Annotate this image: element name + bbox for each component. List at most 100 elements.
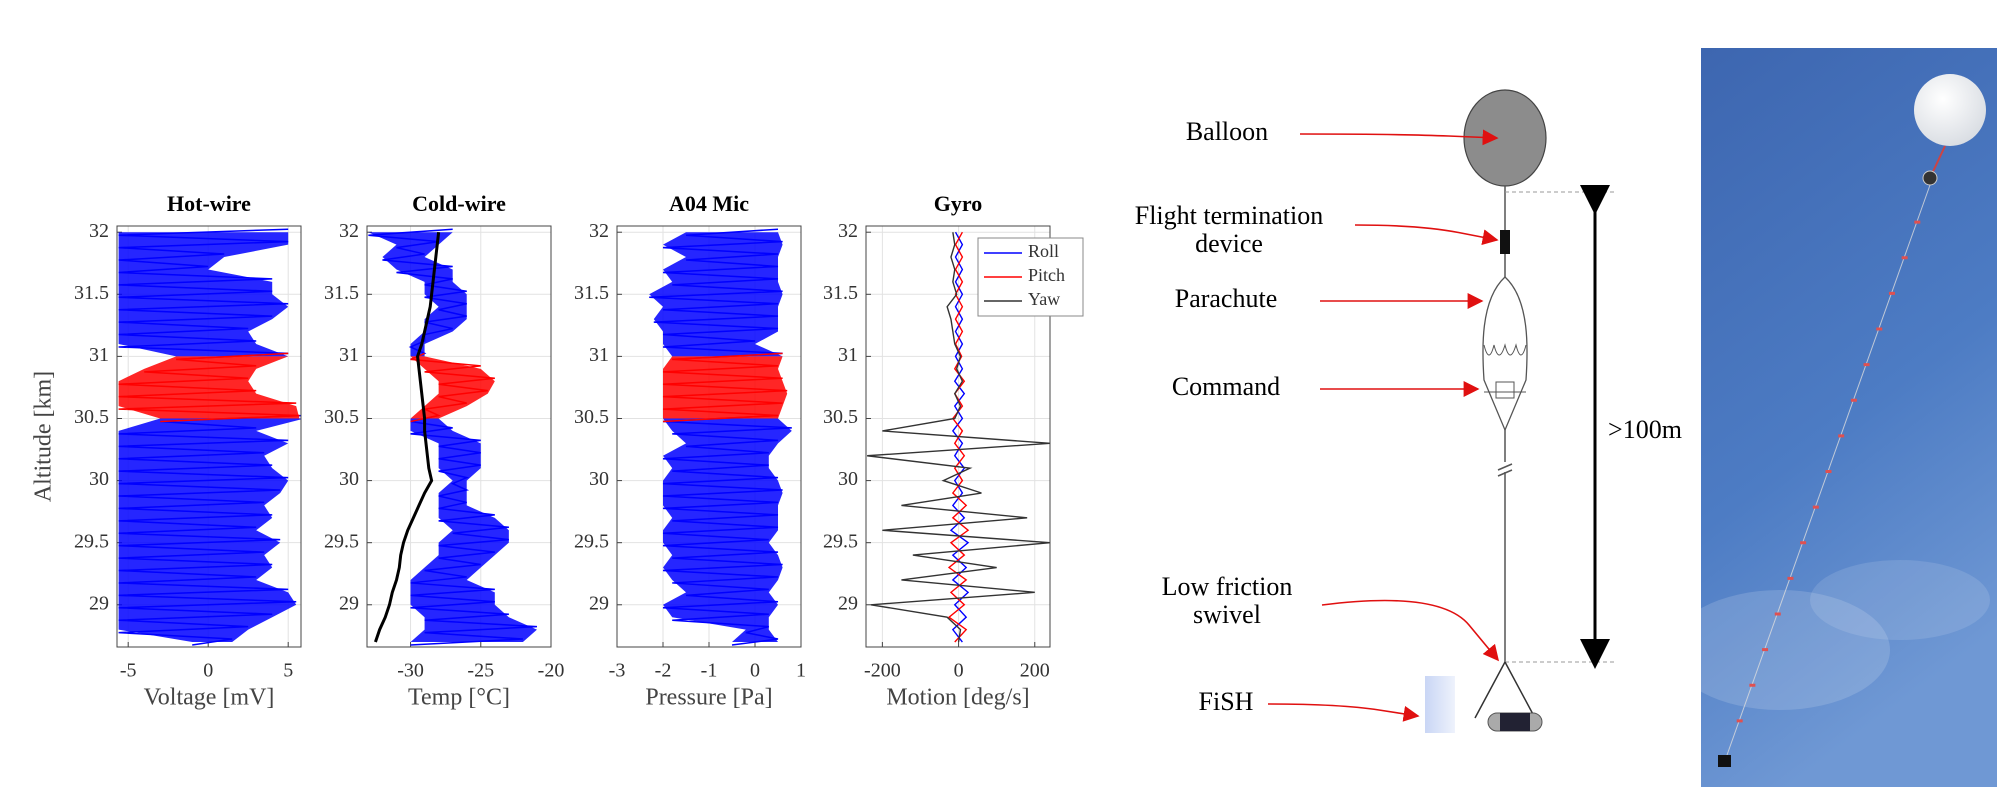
photo-flag <box>1749 683 1756 687</box>
x-tick-label: 0 <box>750 660 760 682</box>
parachute <box>1482 276 1528 432</box>
y-tick-label: 30.5 <box>74 406 109 428</box>
x-tick-label: -1 <box>701 660 718 682</box>
photo-flag <box>1736 719 1743 723</box>
diagram-label: device <box>1195 229 1263 258</box>
band <box>118 356 300 419</box>
band-trace <box>410 414 537 646</box>
band-trace <box>118 228 289 361</box>
band-trace <box>118 352 300 423</box>
bridle <box>1474 661 1536 719</box>
label-arrow <box>1299 129 1499 146</box>
break-mark <box>1497 463 1513 477</box>
photo-flag <box>1762 648 1769 652</box>
photo-flag <box>1825 470 1832 473</box>
marks <box>368 228 537 646</box>
x-tick-label: -2 <box>655 660 672 682</box>
photo-flags <box>1736 220 1921 723</box>
chart: 29 29.5 30 30.5 31 31.5 32 -30 -25 -20 Cold-wire Te… <box>324 191 564 710</box>
y-tick-label: 30 <box>589 468 609 490</box>
photo <box>1670 48 1997 787</box>
marks <box>867 231 1050 643</box>
cloud <box>1810 560 1990 640</box>
photo-flag <box>1838 434 1845 438</box>
y-tick-label: 32 <box>589 220 609 242</box>
y-tick-label: 31 <box>838 344 858 366</box>
x-axis-label: Voltage [mV] <box>144 685 275 711</box>
photo-payload <box>1718 755 1731 767</box>
marks <box>118 228 301 646</box>
y-tick-label: 31 <box>89 344 109 366</box>
plot-frame <box>616 225 802 648</box>
height-label: >100m <box>1608 415 1682 444</box>
y-tick-label: 29.5 <box>74 530 109 552</box>
label-arrow <box>1321 599 1500 662</box>
diagram <box>1425 89 1615 733</box>
band-trace <box>118 414 301 646</box>
command-box <box>1495 381 1515 399</box>
chart-title: A04 Mic <box>669 191 749 216</box>
line <box>867 232 1050 643</box>
chart-title: Hot-wire <box>167 191 251 216</box>
y-tick-label: 30.5 <box>574 406 609 428</box>
x-tick-label: 0 <box>203 660 213 682</box>
x-axis-label: Pressure [Pa] <box>645 685 772 711</box>
marks <box>649 228 792 646</box>
photo-flag <box>1876 327 1883 331</box>
legend-label: Roll <box>1028 241 1059 261</box>
y-tick-label: 29 <box>339 592 359 614</box>
band-trace <box>662 352 788 423</box>
band-trace <box>662 414 792 646</box>
legend-label: Pitch <box>1028 265 1065 285</box>
x-tick-label: 1 <box>796 660 806 682</box>
photo-flag <box>1888 291 1895 295</box>
x-axis-label: Temp [°C] <box>408 685 510 711</box>
chart: 29 29.5 30 30.5 31 31.5 32 -3 -2 -1 0 1 A04 Mic Press… <box>574 191 806 710</box>
legend-label: Yaw <box>1028 289 1060 309</box>
chart-title: Cold-wire <box>412 191 506 216</box>
x-tick-label: -3 <box>609 660 626 682</box>
photo-flag <box>1787 576 1794 580</box>
photo-flag <box>1901 256 1908 260</box>
chart: 29 29.5 30 30.5 31 31.5 32 -200 0 200 Gyro Motion [… <box>823 191 1084 711</box>
y-tick-label: 29.5 <box>823 530 858 552</box>
x-tick-label: -30 <box>397 660 424 682</box>
y-tick-label: 32 <box>339 220 359 242</box>
diagram-label: Balloon <box>1186 117 1268 146</box>
y-tick-label: 32 <box>89 220 109 242</box>
diagram-label: Parachute <box>1175 284 1278 313</box>
x-tick-label: -200 <box>864 660 901 682</box>
termination-device <box>1500 230 1510 254</box>
diagram-label: Low friction <box>1162 572 1293 601</box>
x-tick-label: 0 <box>954 660 964 682</box>
photo-flag <box>1812 505 1819 509</box>
y-tick-label: 31.5 <box>823 282 858 304</box>
x-tick-label: -5 <box>120 660 137 682</box>
chart-title: Gyro <box>934 191 982 216</box>
band <box>118 418 301 643</box>
plot-frame <box>865 225 1051 648</box>
y-tick-label: 30 <box>838 468 858 490</box>
photo-flag <box>1863 363 1870 367</box>
y-tick-label: 30.5 <box>823 406 858 428</box>
diagram-label: swivel <box>1193 600 1261 629</box>
y-tick-label: 31.5 <box>324 282 359 304</box>
y-tick-label: 29 <box>89 592 109 614</box>
band-trace <box>649 228 783 361</box>
band <box>368 232 467 357</box>
panel <box>1425 676 1455 733</box>
label-arrow <box>1354 224 1499 246</box>
photo-balloon <box>1914 74 1986 146</box>
y-tick-label: 31.5 <box>574 282 609 304</box>
y-tick-label: 31.5 <box>74 282 109 304</box>
photo-flag <box>1850 398 1857 402</box>
parachute-gores <box>1483 343 1527 356</box>
y-tick-label: 30.5 <box>324 406 359 428</box>
x-tick-label: -20 <box>538 660 565 682</box>
balloon <box>1463 89 1547 187</box>
photo-flag <box>1914 220 1921 224</box>
band-trace <box>410 352 495 423</box>
chart: 29 29.5 30 30.5 31 31.5 32 -5 0 5 Hot-wire Voltage … <box>31 191 302 711</box>
y-tick-label: 29 <box>589 592 609 614</box>
